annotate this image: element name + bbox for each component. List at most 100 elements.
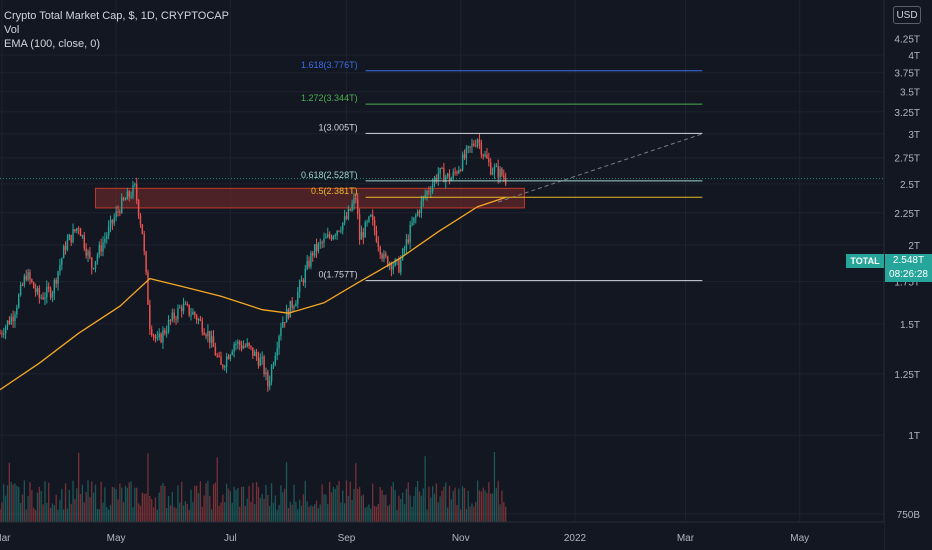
volume-bar [387,506,389,522]
volume-bar [188,509,190,522]
volume-bar [102,502,104,522]
volume-bar [139,505,142,522]
ema-line [0,196,506,391]
price-tick-label: 3T [908,130,920,141]
volume-bar [501,490,503,522]
candle-body [94,261,97,269]
volume-bar [44,481,46,522]
fibonacci-levels: 1.618(3.776T) 1.272(3.344T) 1(3.005T) 0.618… [301,60,703,282]
volume-bar [91,481,93,522]
volume-bar [141,492,143,522]
candle-body [394,259,396,266]
candle-body [33,282,35,289]
candle-body [446,173,449,177]
candle-body [461,154,464,171]
candle-body [424,194,426,197]
currency-button[interactable]: USD [893,6,921,24]
legend-ema[interactable]: EMA (100, close, 0) [4,38,100,50]
candle-body [240,345,243,349]
volume-bar [225,483,228,522]
volume-bar [162,482,164,522]
candle-body [381,254,383,259]
candle-body [49,288,52,298]
volume-bar [405,488,408,522]
candle-body [214,346,217,356]
volume-bar [106,506,108,522]
volume-bar [300,505,303,522]
candle-body [418,211,421,213]
volume-bar [107,509,110,522]
volume-bar [458,488,460,522]
candle-body [235,343,237,345]
candle-body [323,238,325,243]
candle-body [362,232,365,238]
symbol-badge: TOTAL [846,254,884,268]
candle-body [167,319,170,332]
volume-bar [117,499,119,522]
volume-bar [92,492,95,522]
candle-body [227,356,230,360]
candle-body [357,199,359,215]
candle-body [342,222,344,231]
candle-body [452,171,454,179]
volume-bar [12,484,14,522]
candle-body [493,166,496,173]
candle-body [85,248,87,256]
volume-bar [336,485,338,522]
candle-body [171,312,174,321]
candle-body [454,171,456,173]
candle-body [484,154,486,157]
price-tick-label: 3.75T [894,69,920,80]
trendline [498,133,703,203]
volume-bar [293,484,295,522]
candle-body [229,354,232,360]
last-price-value: 2.548T [892,255,925,266]
volume-bar [495,487,497,522]
volume-bar [478,490,481,522]
volume-bar [313,504,316,522]
price-tick-label: 2.75T [894,154,920,165]
volume-bar [385,494,387,522]
volume-bar [124,485,127,522]
candle-body [117,211,119,213]
volume-bar [179,502,181,522]
candle-body [276,348,278,356]
volume-bar [61,489,63,522]
volume-bar [192,501,194,522]
volume-bar [160,485,162,522]
candle-body [107,226,110,236]
candle-body [308,260,310,267]
candle-body [312,253,314,256]
volume-bar [364,507,366,522]
bar-countdown: 08:26:28 [889,269,928,280]
volume-bar [216,457,218,522]
candle-body [18,295,20,308]
volume-bar [51,503,54,522]
volume-bar [137,503,140,522]
candle-body [145,251,147,273]
candle-body [400,259,402,273]
candle-body [36,288,39,293]
volume-bar [437,502,439,522]
volume-bar [319,504,321,522]
volume-bar [368,504,370,522]
candle-body [139,215,142,225]
legend-volume[interactable]: Vol [4,24,20,36]
candle-body [109,219,112,227]
volume-bar [96,509,99,522]
volume-bar [446,507,449,522]
chart-legend: Crypto Total Market Cap, $, 1D, CRYPTOCA… [4,9,229,51]
volume-bar [454,487,456,522]
volume-bar [1,502,3,522]
candle-body [195,315,198,321]
candle-body [443,168,445,183]
time-tick-label: May [107,533,126,544]
candle-body [415,215,417,218]
volume-bar [177,485,179,522]
volume-bar [295,501,297,522]
legend-symbol[interactable]: Crypto Total Market Cap, $, 1D, CRYPTOCA… [4,10,229,22]
candle-body [274,355,277,365]
candle-body [47,286,50,289]
volume-bar [23,480,26,522]
